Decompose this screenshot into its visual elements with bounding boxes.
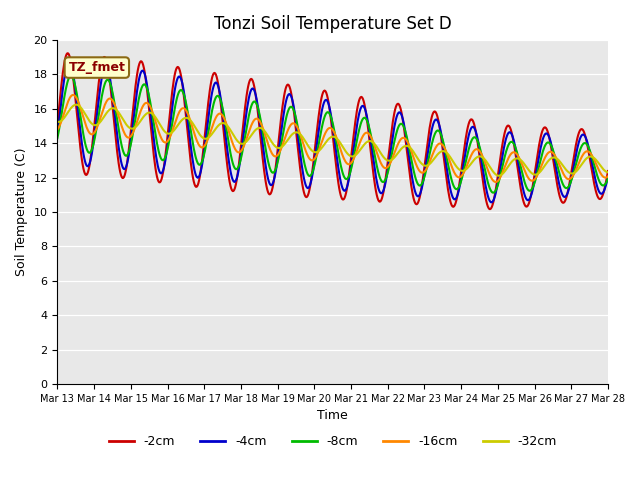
-2cm (63, 50, 71, 56)
-4cm (54, 132, 61, 138)
Line: -2cm: -2cm (58, 53, 608, 209)
-32cm (121, 120, 129, 125)
-4cm (604, 174, 612, 180)
-8cm (490, 190, 497, 195)
-2cm (486, 206, 494, 212)
Line: -16cm: -16cm (58, 95, 608, 182)
-2cm (417, 191, 424, 197)
-2cm (177, 71, 184, 77)
-8cm (54, 135, 61, 141)
-32cm (401, 144, 408, 149)
-16cm (206, 131, 214, 137)
-16cm (417, 169, 424, 175)
-32cm (177, 119, 184, 124)
-32cm (417, 159, 424, 165)
-8cm (604, 176, 612, 181)
-2cm (64, 50, 72, 56)
-8cm (206, 120, 214, 126)
-2cm (206, 88, 214, 94)
-8cm (401, 125, 408, 131)
-32cm (54, 119, 61, 125)
-16cm (604, 173, 612, 179)
Legend: -2cm, -4cm, -8cm, -16cm, -32cm: -2cm, -4cm, -8cm, -16cm, -32cm (104, 431, 562, 454)
-16cm (492, 179, 499, 185)
Title: Tonzi Soil Temperature Set D: Tonzi Soil Temperature Set D (214, 15, 452, 33)
-2cm (604, 168, 612, 174)
-8cm (63, 80, 71, 85)
-4cm (488, 200, 495, 205)
-8cm (177, 87, 184, 93)
-4cm (65, 59, 73, 65)
Y-axis label: Soil Temperature (C): Soil Temperature (C) (15, 148, 28, 276)
-16cm (70, 92, 77, 98)
-4cm (206, 104, 214, 109)
-32cm (604, 169, 612, 175)
Text: TZ_fmet: TZ_fmet (68, 61, 125, 74)
-16cm (63, 100, 71, 106)
-4cm (63, 61, 71, 67)
-4cm (417, 190, 424, 196)
-8cm (417, 182, 424, 188)
X-axis label: Time: Time (317, 409, 348, 422)
Line: -4cm: -4cm (58, 62, 608, 203)
-4cm (401, 123, 408, 129)
-4cm (121, 166, 129, 172)
-32cm (63, 110, 71, 116)
-8cm (67, 73, 75, 79)
-16cm (177, 107, 184, 113)
-32cm (495, 173, 502, 179)
-16cm (401, 135, 408, 141)
-32cm (72, 102, 79, 108)
Line: -8cm: -8cm (58, 76, 608, 192)
-16cm (54, 127, 61, 132)
-2cm (401, 127, 408, 133)
-2cm (54, 121, 61, 127)
-2cm (121, 172, 129, 178)
Line: -32cm: -32cm (58, 105, 608, 176)
-32cm (206, 133, 214, 139)
-16cm (121, 131, 129, 137)
-4cm (177, 75, 184, 81)
-8cm (121, 152, 129, 158)
